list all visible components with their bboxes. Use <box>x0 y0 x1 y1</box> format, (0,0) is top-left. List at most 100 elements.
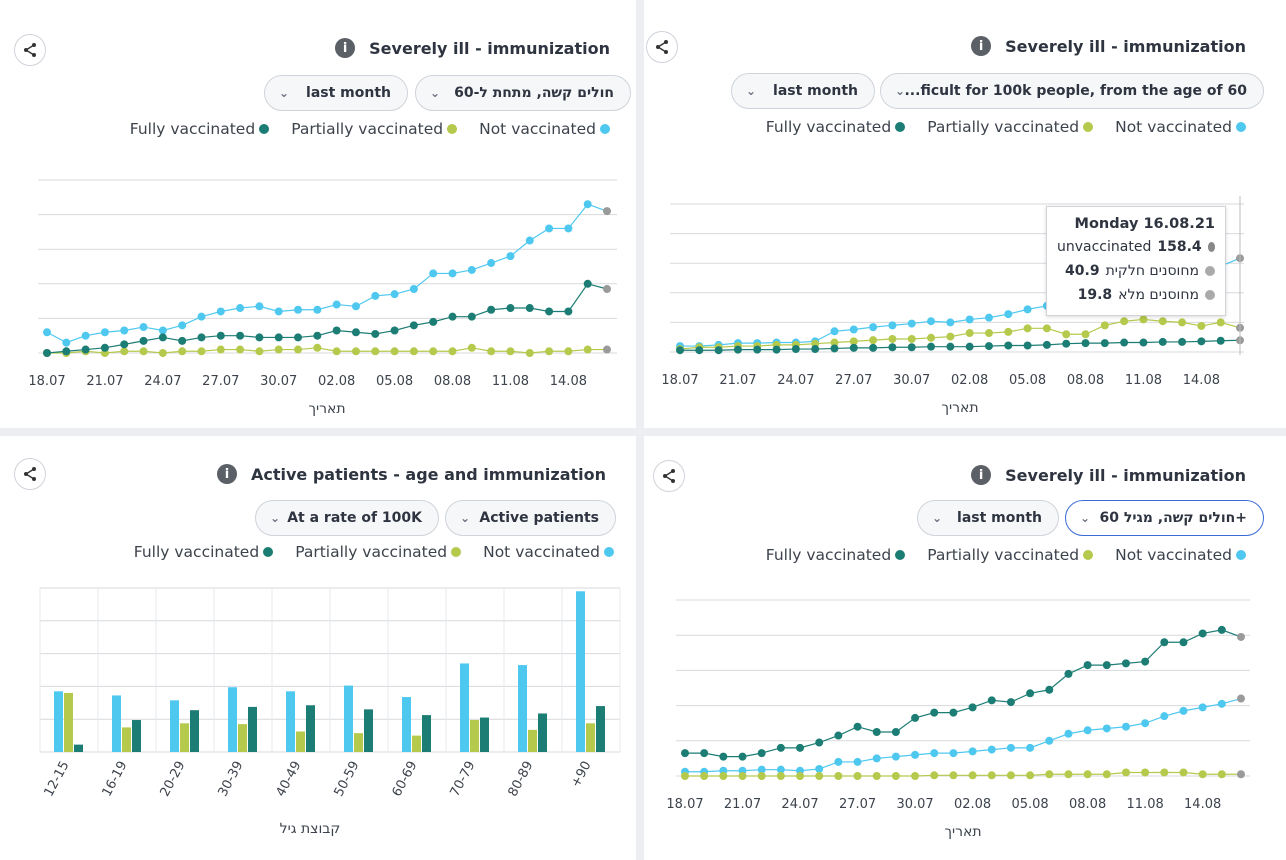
data-point <box>738 772 747 780</box>
data-point <box>583 279 592 288</box>
period-dropdown[interactable]: ⌄ last month <box>264 75 408 111</box>
legend-item-fully[interactable]: Fully vaccinated <box>765 118 906 136</box>
legend-item-fully[interactable]: Fully vaccinated <box>134 543 274 561</box>
data-point <box>390 347 399 356</box>
data-point <box>853 757 862 766</box>
data-point <box>1045 685 1054 694</box>
info-icon[interactable]: i <box>971 36 992 56</box>
metric-dropdown[interactable]: ⌄ חולים קשה, מגיל 60+ <box>1065 500 1264 536</box>
rate-dropdown[interactable]: ⌄ At a rate of 100K <box>255 500 439 536</box>
data-point <box>815 738 824 747</box>
metric-dropdown[interactable]: ⌄ חולים קשה, מתחת ל-60 <box>415 75 631 111</box>
share-button[interactable] <box>653 460 685 492</box>
info-icon[interactable]: i <box>216 464 237 484</box>
legend-item-partial[interactable]: Partially vaccinated <box>927 118 1094 136</box>
x-tick-label: 14.08 <box>1184 797 1221 812</box>
x-tick-label: 40-49 <box>274 759 305 799</box>
legend-item-not[interactable]: Not vaccinated <box>1115 118 1246 136</box>
period-dropdown[interactable]: ⌄ last month <box>917 500 1059 536</box>
data-point <box>448 347 457 356</box>
data-point <box>930 749 939 758</box>
data-point <box>853 772 862 780</box>
x-tick-label: 18.07 <box>666 797 703 812</box>
data-point <box>564 224 573 233</box>
data-point <box>139 347 148 356</box>
data-point <box>776 743 785 752</box>
data-point <box>1045 770 1054 779</box>
metric-dropdown[interactable]: ⌄ Active patients <box>445 500 616 536</box>
legend: Fully vaccinated Partially vaccinated No… <box>766 546 1246 564</box>
data-point <box>255 302 264 311</box>
legend-item-not[interactable]: Not vaccinated <box>1115 546 1246 564</box>
bar <box>122 727 131 752</box>
data-point <box>1102 770 1111 779</box>
data-point <box>545 347 554 356</box>
legend-label: Fully vaccinated <box>765 118 892 136</box>
series-line <box>47 347 607 354</box>
data-point <box>888 321 897 330</box>
share-button[interactable] <box>646 31 678 63</box>
data-point <box>888 343 897 352</box>
tooltip-dot <box>1207 242 1215 252</box>
period-dropdown[interactable]: ⌄ last month <box>731 73 875 109</box>
data-point <box>965 329 974 338</box>
data-point <box>62 347 71 356</box>
legend-item-partial[interactable]: Partially vaccinated <box>295 543 462 561</box>
data-point <box>776 772 785 780</box>
data-point <box>738 752 747 761</box>
legend-item-partial[interactable]: Partially vaccinated <box>927 546 1094 564</box>
data-point <box>216 345 225 354</box>
data-point <box>853 722 862 731</box>
legend: Fully vaccinated Partially vaccinated No… <box>134 543 614 561</box>
legend-dot <box>451 547 462 557</box>
data-point <box>1120 338 1129 347</box>
metric-dropdown-label: Active patients <box>479 510 599 526</box>
panel-title-row: i Severely ill - immunization <box>971 36 1246 56</box>
data-point <box>987 745 996 754</box>
legend-item-not[interactable]: Not vaccinated <box>479 120 610 138</box>
data-point <box>158 349 167 357</box>
data-point <box>681 772 689 780</box>
data-point <box>796 772 805 780</box>
x-tick-label: 30.07 <box>260 374 297 389</box>
bar <box>190 710 199 752</box>
x-tick-label: 21.07 <box>724 797 761 812</box>
metric-dropdown[interactable]: ⌄ ...ficult for 100k people, from the ag… <box>880 73 1264 109</box>
legend-dot <box>1236 122 1246 132</box>
legend-item-partial[interactable]: Partially vaccinated <box>291 120 458 138</box>
data-point <box>139 336 148 345</box>
data-point <box>681 749 689 758</box>
x-tick-label: 24.07 <box>144 374 181 389</box>
data-point <box>120 326 129 335</box>
data-point <box>1198 629 1207 638</box>
x-axis-label: תאריך <box>944 824 981 840</box>
legend-item-fully[interactable]: Fully vaccinated <box>130 120 270 138</box>
share-icon <box>24 43 36 57</box>
data-point <box>506 252 515 261</box>
x-tick-label: 16-19 <box>100 759 131 799</box>
data-point <box>409 321 418 330</box>
period-dropdown-label: last month <box>773 83 858 99</box>
data-point <box>158 326 167 335</box>
data-point <box>772 345 781 354</box>
data-point <box>487 347 496 356</box>
info-icon[interactable]: i <box>971 465 992 485</box>
data-point <box>757 772 766 780</box>
x-tick-label: 30.07 <box>893 373 930 388</box>
share-button[interactable] <box>14 34 46 66</box>
data-point <box>891 728 900 736</box>
legend-item-not[interactable]: Not vaccinated <box>483 543 614 561</box>
x-tick-label: +90 <box>568 759 594 790</box>
legend-item-fully[interactable]: Fully vaccinated <box>766 546 906 564</box>
share-button[interactable] <box>14 458 46 490</box>
bar <box>238 724 247 752</box>
data-point <box>1121 768 1130 777</box>
data-point <box>946 342 955 351</box>
x-tick-label: 30-39 <box>216 759 247 799</box>
data-point <box>1006 771 1015 780</box>
bar <box>518 665 527 752</box>
info-icon[interactable]: i <box>335 38 356 58</box>
data-point <box>849 325 858 334</box>
legend-label: Not vaccinated <box>483 543 600 561</box>
data-point <box>1100 321 1109 330</box>
